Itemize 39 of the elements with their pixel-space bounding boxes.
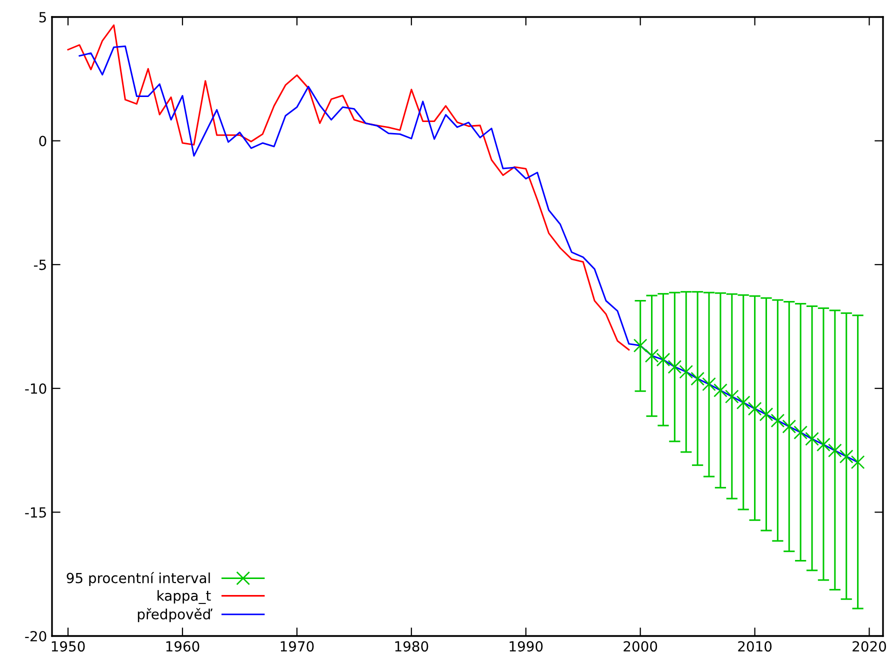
- point: [644, 348, 659, 363]
- point: [702, 377, 716, 392]
- x-tick-label: 1950: [52, 641, 85, 652]
- point: [679, 364, 694, 379]
- point: [656, 352, 670, 367]
- y-tick-label: -20: [25, 630, 46, 642]
- point: [782, 420, 796, 434]
- x-tick-label: 1990: [510, 641, 543, 652]
- y-tick-label: -5: [34, 260, 46, 270]
- point: [668, 360, 682, 374]
- point: [714, 383, 728, 398]
- point: [850, 455, 865, 470]
- point: [690, 372, 705, 386]
- y-tick-label: 0: [39, 136, 46, 146]
- x-tick-label: 2000: [624, 641, 658, 652]
- legend-label: kappa_t: [158, 590, 211, 604]
- y-tick-label: 5: [39, 12, 46, 22]
- point: [828, 444, 842, 458]
- y-tick-label: -15: [25, 507, 46, 518]
- y-tick-label: -10: [25, 383, 46, 394]
- point: [759, 407, 774, 422]
- point: [724, 390, 739, 404]
- point: [839, 450, 854, 464]
- point: [816, 438, 830, 452]
- point: [770, 414, 785, 428]
- x-tick-label: 2010: [738, 641, 772, 652]
- point: [794, 426, 808, 440]
- line-series: [67, 24, 630, 351]
- x-tick-label: 1970: [280, 641, 314, 652]
- point: [805, 432, 819, 446]
- x-tick-label: 1960: [166, 641, 200, 652]
- legend-label: předpověď: [138, 608, 212, 622]
- legend-label: 95 procentní interval: [66, 572, 210, 586]
- point: [736, 396, 750, 410]
- point: [748, 402, 762, 416]
- line-series: [78, 45, 859, 463]
- point: [633, 338, 648, 353]
- x-tick-label: 1980: [395, 641, 428, 652]
- x-tick-label: 2020: [852, 641, 886, 652]
